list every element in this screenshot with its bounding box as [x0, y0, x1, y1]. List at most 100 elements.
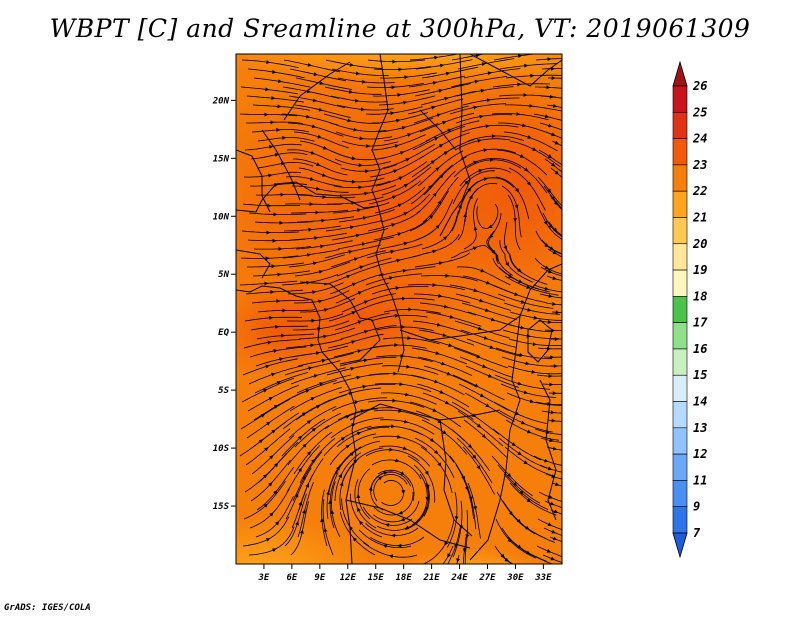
streamline-arrow	[444, 400, 450, 405]
streamline-arrow	[489, 158, 494, 162]
streamline-arrow	[425, 496, 430, 502]
streamline-arrow	[400, 471, 405, 476]
streamline-arrow	[483, 335, 489, 340]
streamline-arrow	[439, 390, 444, 394]
streamline-arrow	[503, 245, 507, 250]
streamline-arrow	[351, 311, 356, 315]
streamline-arrow	[527, 307, 532, 312]
colorbar-segment	[672, 322, 688, 350]
streamline-arrow	[269, 315, 274, 320]
streamline-arrow	[543, 220, 548, 225]
streamline-arrow	[555, 482, 560, 487]
streamline-arrow	[475, 54, 481, 58]
streamline-arrow	[312, 290, 317, 295]
streamline-arrow	[438, 88, 443, 93]
streamline-arrow	[394, 313, 399, 318]
streamline-arrow	[434, 379, 439, 384]
streamline-arrow	[514, 204, 519, 209]
streamline-arrow	[519, 490, 524, 495]
streamline-arrow	[532, 147, 537, 151]
streamline-arrow	[553, 509, 559, 514]
border-line	[236, 285, 357, 564]
border-line	[469, 315, 521, 561]
streamline-arrow	[548, 374, 553, 378]
streamline-arrow	[266, 421, 271, 426]
streamline-arrow	[550, 355, 555, 360]
streamline-arrow	[519, 154, 525, 158]
streamline-arrow	[548, 294, 553, 298]
streamline-arrow	[551, 76, 556, 80]
colorbar-label: 21	[692, 210, 707, 224]
streamline-arrow	[275, 521, 280, 526]
streamline-arrow	[512, 481, 518, 487]
streamline-arrow	[425, 484, 430, 489]
streamline-arrow	[442, 333, 447, 337]
streamline-arrow	[394, 144, 400, 148]
streamline-arrow	[346, 274, 351, 279]
colorbar-segment	[672, 296, 688, 323]
streamline-arrow	[550, 501, 555, 506]
streamline-arrow	[533, 315, 538, 320]
streamline-arrow	[401, 325, 406, 329]
streamline-arrow	[349, 452, 355, 457]
border-line	[236, 181, 379, 213]
streamline-arrow	[439, 174, 444, 179]
streamline-arrow	[523, 390, 528, 395]
streamline-arrow	[435, 167, 440, 172]
streamline-arrow	[549, 382, 554, 387]
streamline-arrow	[397, 203, 402, 208]
streamline-arrow	[353, 459, 358, 464]
streamline-arrow	[302, 443, 307, 448]
streamline-arrow	[553, 227, 558, 232]
streamline-arrow	[550, 556, 555, 561]
streamline-arrow	[396, 118, 401, 123]
streamline-arrow	[311, 124, 317, 129]
field-cool-southeast	[402, 548, 538, 564]
colorbar-segment	[672, 85, 688, 113]
streamline-arrow	[407, 133, 412, 137]
streamline-arrow	[491, 134, 496, 138]
streamline-arrow	[368, 486, 373, 491]
streamline-arrow	[444, 541, 449, 546]
streamline-arrow	[555, 310, 560, 315]
streamline-arrow	[526, 181, 531, 186]
streamline-arrow	[271, 372, 276, 377]
y-tick-label: 5S	[218, 386, 229, 396]
streamline-arrow	[396, 258, 401, 263]
streamline-arrow	[321, 358, 326, 363]
streamline-arrow	[464, 180, 469, 185]
streamline-arrow	[266, 60, 271, 64]
streamline-arrow	[483, 177, 488, 181]
streamline-arrow	[353, 257, 359, 262]
streamline-arrow	[268, 173, 273, 178]
x-tick-label: 21E	[422, 573, 440, 583]
streamline-arrow	[394, 343, 399, 347]
colorbar-segment	[672, 348, 688, 376]
streamline-arrow	[547, 188, 552, 193]
colorbar-segment	[672, 217, 688, 245]
streamline-arrow	[442, 430, 447, 435]
streamline-arrow	[265, 364, 270, 369]
colorbar-segment	[672, 269, 688, 297]
streamline-arrow	[301, 475, 306, 480]
streamline-arrow	[517, 544, 522, 549]
streamline-arrow	[355, 233, 361, 238]
streamline-arrow	[357, 208, 362, 213]
streamline-arrow	[500, 553, 505, 558]
streamline-arrow	[267, 203, 272, 208]
streamline-arrow	[485, 124, 490, 129]
streamline-arrow	[384, 523, 390, 527]
streamline-arrow	[429, 438, 435, 442]
streamline-arrow	[552, 302, 557, 306]
border-line	[419, 109, 457, 151]
streamline-arrow	[441, 361, 446, 366]
streamline-arrow	[407, 336, 412, 340]
streamline-arrow	[321, 218, 326, 223]
streamline-arrow	[517, 82, 522, 87]
streamline-arrow	[440, 63, 445, 68]
streamline-arrow	[348, 250, 353, 254]
streamline-arrow	[365, 144, 370, 148]
border-line	[527, 319, 553, 363]
streamline-arrow	[547, 522, 552, 526]
streamline-arrow	[326, 490, 330, 495]
